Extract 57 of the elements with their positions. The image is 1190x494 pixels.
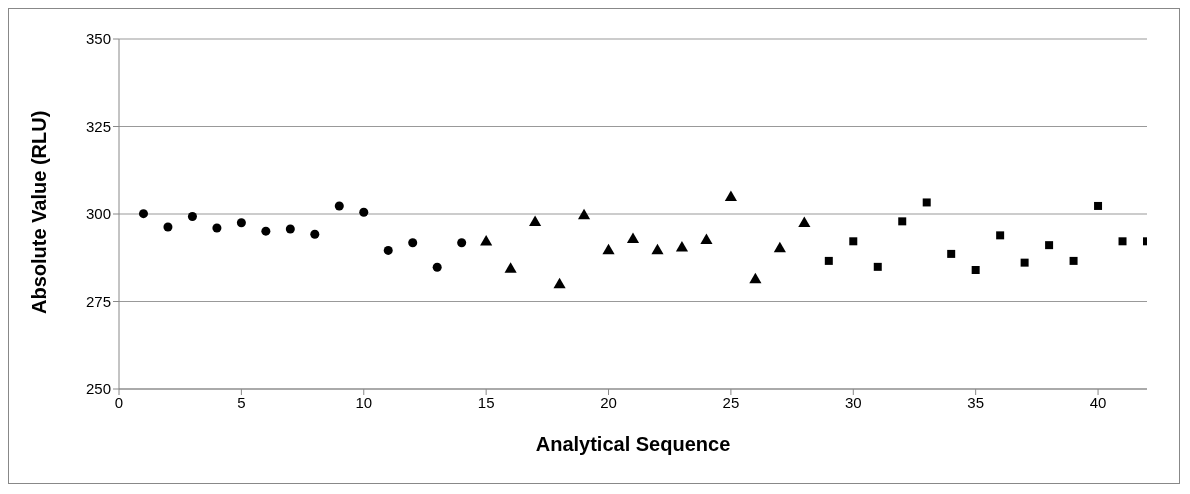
point xyxy=(873,262,882,271)
y-tick-label: 250 xyxy=(85,380,111,398)
point xyxy=(457,238,467,248)
point xyxy=(359,207,369,217)
y-tick-label: 325 xyxy=(85,117,111,135)
x-tick-label: 35 xyxy=(967,393,985,411)
x-tick-label: 30 xyxy=(844,393,862,411)
point xyxy=(773,241,786,253)
y-axis-title: Absolute Value (RLU) xyxy=(28,110,51,314)
point xyxy=(480,234,493,246)
point xyxy=(849,237,858,246)
point xyxy=(138,209,148,219)
point xyxy=(996,231,1005,240)
point xyxy=(898,217,907,226)
point xyxy=(504,262,517,273)
point xyxy=(626,232,640,244)
point xyxy=(334,201,344,211)
y-tick-label: 350 xyxy=(85,30,111,48)
point xyxy=(1045,241,1054,250)
point xyxy=(163,222,173,232)
point xyxy=(1069,256,1078,265)
point xyxy=(187,211,197,221)
point xyxy=(212,223,222,233)
point xyxy=(724,190,737,202)
point xyxy=(602,243,615,255)
point xyxy=(971,266,980,274)
point xyxy=(432,262,442,272)
x-axis-title: Analytical Sequence xyxy=(535,433,731,455)
point xyxy=(1020,258,1029,267)
point xyxy=(700,233,713,245)
x-tick-label: 10 xyxy=(355,393,373,411)
point xyxy=(577,208,591,220)
point xyxy=(408,238,418,248)
point xyxy=(261,226,271,236)
point xyxy=(310,229,320,239)
point xyxy=(1094,201,1103,210)
y-tick-label: 275 xyxy=(85,292,111,310)
point xyxy=(675,240,689,252)
x-tick-label: 5 xyxy=(237,393,246,411)
point xyxy=(922,198,931,207)
point xyxy=(285,224,295,234)
point xyxy=(1118,237,1127,246)
point xyxy=(236,218,246,228)
point xyxy=(947,249,956,258)
x-tick-label: 15 xyxy=(477,393,495,411)
point xyxy=(824,256,833,265)
point xyxy=(651,243,664,255)
x-tick-label: 40 xyxy=(1089,393,1107,411)
point xyxy=(749,272,762,284)
point xyxy=(529,215,542,226)
point xyxy=(383,245,393,255)
x-tick-label: 25 xyxy=(722,393,740,411)
point xyxy=(798,216,811,227)
x-tick-label: 20 xyxy=(600,393,617,411)
point xyxy=(553,277,566,289)
y-tick-label: 300 xyxy=(85,205,111,223)
x-tick-label: 0 xyxy=(114,393,124,411)
